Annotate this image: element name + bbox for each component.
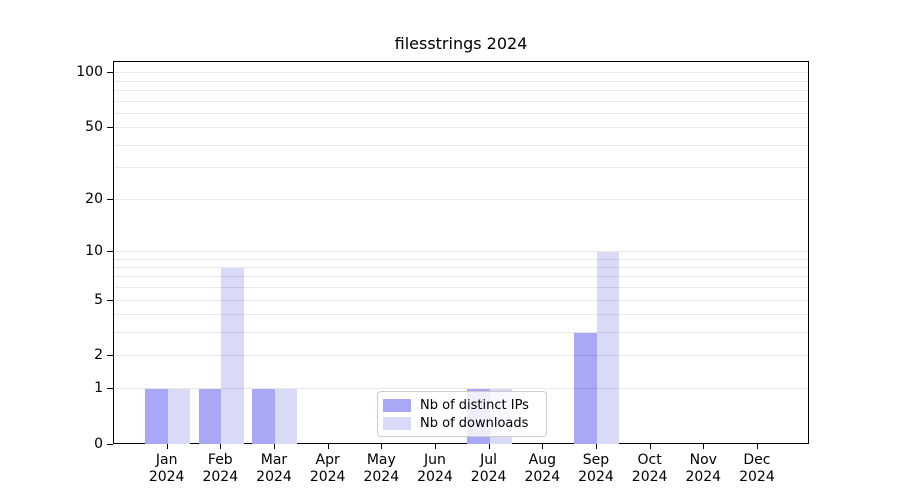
gridline — [114, 198, 808, 200]
gridline — [114, 250, 808, 252]
gridline — [114, 89, 808, 91]
gridline — [114, 72, 808, 74]
x-tick — [434, 444, 436, 449]
bar-downloads-feb — [221, 267, 244, 444]
legend-item-distinct-ips: Nb of distinct IPs — [383, 398, 541, 413]
legend-label-distinct-ips: Nb of distinct IPs — [420, 397, 529, 413]
x-tick-label: Jul 2024 — [470, 452, 507, 485]
y-tick-label: 50 — [85, 119, 103, 136]
plot-area — [113, 61, 809, 444]
gridline — [114, 332, 808, 334]
gridline — [114, 112, 808, 114]
gridline — [114, 80, 808, 82]
y-tick — [107, 127, 113, 129]
x-tick-label: Aug 2024 — [524, 452, 561, 485]
y-tick-label: 100 — [76, 64, 103, 81]
y-tick — [107, 72, 113, 74]
bar-distinct-ips-jan — [145, 389, 168, 444]
y-tick-label: 2 — [94, 347, 103, 364]
x-tick-label: Jun 2024 — [417, 452, 453, 485]
y-tick — [107, 198, 113, 200]
gridline — [114, 287, 808, 289]
gridline — [114, 314, 808, 316]
y-tick-label: 5 — [94, 291, 103, 308]
x-tick-label: Jan 2024 — [148, 452, 185, 485]
bar-downloads-mar — [274, 389, 298, 444]
x-tick — [220, 444, 222, 449]
x-tick — [649, 444, 651, 449]
y-tick-label: 0 — [94, 436, 103, 452]
gridline — [114, 299, 808, 301]
legend-swatch-distinct-ips-icon — [383, 398, 411, 412]
gridline — [114, 355, 808, 357]
x-tick-label: Dec 2024 — [739, 452, 775, 485]
gridline — [114, 258, 808, 260]
gridline — [114, 167, 808, 169]
gridline — [114, 127, 808, 129]
legend-item-downloads: Nb of downloads — [383, 416, 541, 431]
y-tick — [107, 250, 113, 252]
bar-distinct-ips-mar — [252, 389, 275, 444]
x-tick-label: Feb 2024 — [202, 452, 239, 485]
y-tick — [107, 299, 113, 301]
gridline — [114, 144, 808, 146]
x-tick — [703, 444, 705, 449]
x-tick-label: Sep 2024 — [578, 452, 614, 485]
y-tick — [107, 355, 113, 357]
y-tick — [107, 388, 113, 390]
bar-distinct-ips-sep — [574, 333, 597, 444]
x-tick — [381, 444, 383, 449]
x-tick — [595, 444, 597, 449]
x-tick — [488, 444, 490, 449]
gridline — [114, 100, 808, 102]
legend-swatch-downloads-icon — [383, 416, 411, 430]
legend-label-downloads: Nb of downloads — [420, 415, 529, 431]
bar-distinct-ips-feb — [198, 389, 222, 444]
bar-downloads-jan — [167, 389, 191, 444]
gridline — [114, 266, 808, 268]
y-tick-label: 10 — [85, 242, 103, 259]
y-tick — [107, 444, 113, 445]
y-tick-label: 1 — [94, 380, 103, 397]
x-tick-label: Mar 2024 — [256, 452, 292, 485]
x-tick-label: Oct 2024 — [631, 452, 668, 485]
bar-downloads-sep — [596, 251, 620, 444]
x-tick-label: Apr 2024 — [309, 452, 346, 485]
x-tick — [273, 444, 275, 449]
x-tick — [542, 444, 544, 449]
legend: Nb of distinct IPs Nb of downloads — [377, 391, 547, 437]
y-tick-label: 20 — [85, 190, 103, 207]
x-tick-label: Nov 2024 — [685, 452, 722, 485]
x-tick — [166, 444, 168, 449]
x-tick — [756, 444, 758, 449]
x-tick — [327, 444, 329, 449]
chart-title: filesstrings 2024 — [394, 34, 528, 53]
gridline — [114, 276, 808, 278]
gridline — [114, 388, 808, 390]
x-tick-label: May 2024 — [363, 452, 400, 485]
